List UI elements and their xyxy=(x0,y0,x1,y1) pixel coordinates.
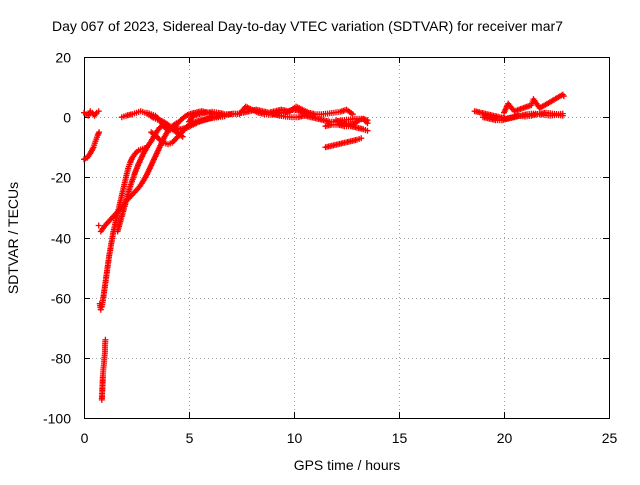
y-tick-label: -100 xyxy=(43,411,71,427)
chart-title: Day 067 of 2023, Sidereal Day-to-day VTE… xyxy=(52,18,563,34)
y-tick-label: 20 xyxy=(55,50,71,66)
y-tick-label: 0 xyxy=(63,110,71,126)
tick-layer: 0 5 10 15 20 25 -100 -80 -60 -40 -20 0 20 xyxy=(43,50,618,447)
y-tick-label: -60 xyxy=(51,291,71,307)
y-tick-label: -80 xyxy=(51,351,71,367)
x-tick-label: 25 xyxy=(602,430,618,446)
y-tick-label: -20 xyxy=(51,170,71,186)
data-point xyxy=(102,336,109,343)
data-point xyxy=(97,306,104,313)
data-point xyxy=(364,120,371,127)
data-point xyxy=(95,108,102,115)
x-axis-label: GPS time / hours xyxy=(294,457,401,473)
x-tick-label: 20 xyxy=(497,430,513,446)
data-point xyxy=(358,135,365,142)
data-point xyxy=(364,127,371,134)
x-tick-label: 5 xyxy=(186,430,194,446)
data-point xyxy=(559,110,566,117)
data-layer xyxy=(81,91,567,403)
data-point xyxy=(560,93,567,100)
x-tick-label: 0 xyxy=(81,430,89,446)
data-point xyxy=(95,222,102,229)
x-tick-label: 10 xyxy=(287,430,303,446)
y-tick-label: -40 xyxy=(51,231,71,247)
data-point xyxy=(96,129,103,136)
y-axis-label: SDTVAR / TECUs xyxy=(5,182,21,294)
x-tick-label: 15 xyxy=(392,430,408,446)
